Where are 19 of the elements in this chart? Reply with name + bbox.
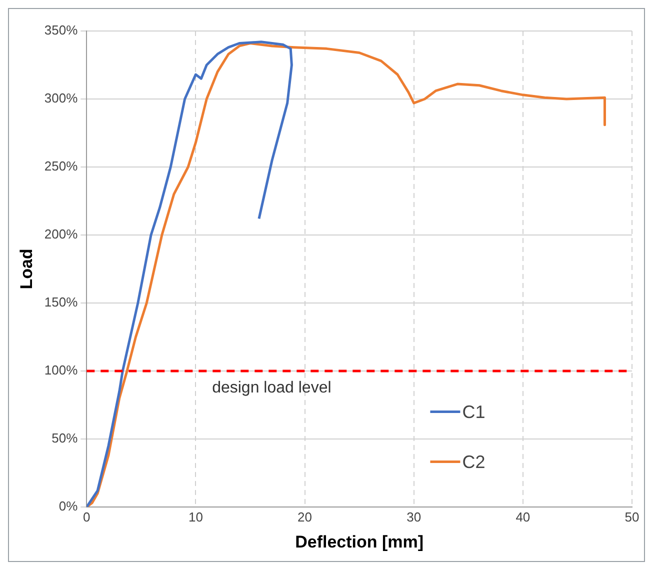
y-tick-label: 250%: [44, 158, 78, 174]
y-tick-label: 300%: [44, 90, 78, 106]
ref-line-label: design load level: [212, 379, 332, 396]
y-tick-label: 200%: [44, 226, 78, 242]
x-tick-label: 20: [298, 509, 312, 524]
legend-label: C1: [462, 402, 486, 422]
x-tick-label: 40: [516, 509, 530, 524]
x-tick-label: 30: [406, 509, 422, 524]
y-tick-label: 50%: [52, 430, 78, 446]
x-axis-title: Deflection [mm]: [295, 532, 424, 552]
legend-label: C2: [462, 452, 486, 472]
x-tick-label: 50: [624, 509, 640, 524]
x-tick-label: 10: [188, 509, 203, 524]
y-tick-label: 0%: [58, 498, 78, 514]
y-tick-label: 150%: [44, 294, 78, 310]
y-axis-title: Load: [16, 248, 36, 290]
x-tick-label: 0: [83, 509, 90, 524]
y-tick-label: 350%: [44, 22, 78, 38]
y-tick-label: 100%: [44, 362, 78, 378]
